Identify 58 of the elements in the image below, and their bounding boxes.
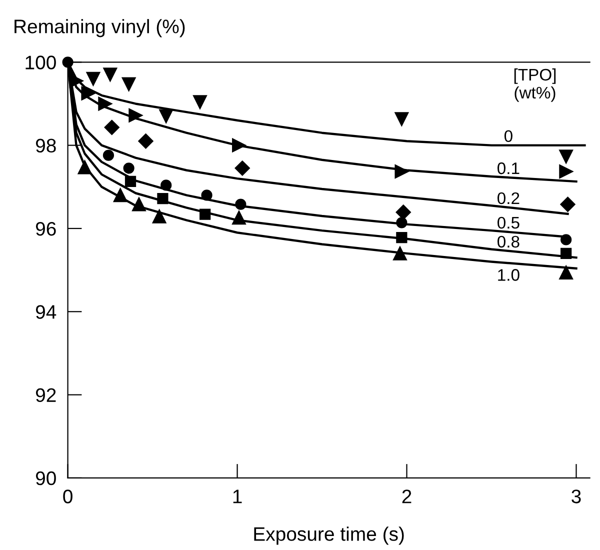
series-label: 0.5 (498, 216, 520, 229)
point (138, 134, 154, 149)
point (124, 176, 136, 188)
y-tick-label: 96 (36, 222, 56, 236)
series-label: 0.1 (498, 162, 520, 174)
y-axis-title: Remaining vinyl (%) (14, 19, 185, 38)
point (193, 95, 207, 110)
point (560, 196, 576, 212)
x-tick-label: 2 (402, 490, 412, 504)
x-tick-label: 0 (63, 490, 72, 504)
series-label: 0.2 (498, 192, 520, 204)
point (81, 86, 96, 100)
point (200, 208, 211, 220)
point (232, 210, 246, 225)
point (86, 72, 100, 86)
y-tick-label: 94 (36, 305, 56, 319)
point (560, 234, 572, 246)
point (393, 246, 407, 260)
y-tick-label: 98 (36, 138, 56, 153)
point (123, 162, 134, 174)
x-tick-label: 3 (572, 490, 581, 504)
point (396, 217, 408, 228)
point (159, 109, 174, 124)
point (128, 108, 143, 122)
y-tick-label: 90 (36, 471, 56, 486)
point (62, 56, 74, 68)
series-label: 0 (504, 130, 512, 142)
point (160, 180, 172, 191)
legend-title: [TPO] (wt%) (514, 68, 556, 102)
point (394, 112, 409, 126)
series-label: 1.0 (498, 269, 520, 281)
point (122, 77, 136, 92)
point (152, 209, 166, 224)
point (396, 204, 411, 220)
x-tick-label: 1 (233, 490, 242, 504)
point (157, 192, 168, 204)
point (104, 120, 120, 135)
point (232, 138, 246, 152)
point (559, 164, 574, 178)
point (78, 160, 92, 174)
y-tick-label: 92 (36, 388, 56, 402)
y-tick-label: 100 (26, 56, 56, 70)
point (102, 150, 114, 161)
point (394, 164, 409, 178)
point (560, 248, 572, 259)
point (132, 197, 146, 212)
point (113, 188, 128, 202)
point (98, 96, 112, 111)
point (396, 232, 408, 244)
x-axis-title: Exposure time (s) (254, 526, 404, 545)
point (201, 190, 212, 201)
point (559, 266, 574, 280)
point (234, 160, 250, 176)
series-label: 0.8 (498, 236, 520, 248)
point (235, 198, 246, 210)
point (69, 74, 84, 88)
point (103, 68, 118, 82)
point (559, 150, 574, 164)
